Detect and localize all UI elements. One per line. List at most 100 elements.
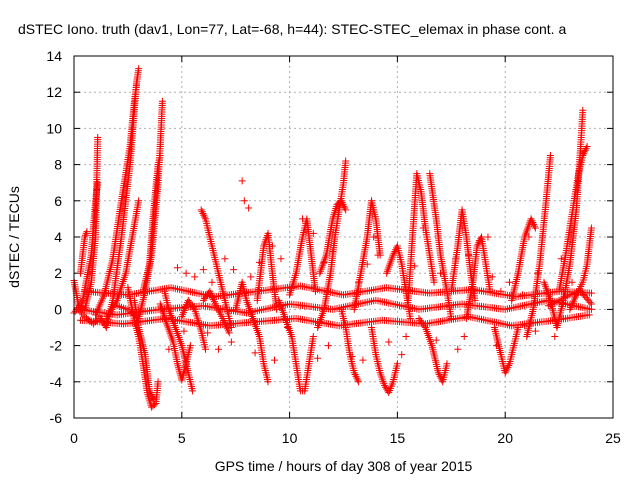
- data-point: [202, 345, 210, 353]
- data-point: [493, 342, 501, 350]
- data-point: [518, 291, 526, 299]
- data-point: [135, 197, 143, 205]
- y-axis-label: dSTEC / TECUs: [6, 186, 22, 288]
- data-point: [200, 211, 208, 219]
- data-point: [81, 231, 89, 239]
- data-point: [189, 304, 197, 312]
- data-point: [338, 199, 346, 207]
- data-point: [503, 365, 511, 373]
- data-point: [529, 219, 537, 227]
- data-point: [158, 97, 166, 105]
- data-point: [419, 224, 427, 232]
- data-point: [581, 148, 589, 156]
- data-point: [199, 209, 207, 217]
- data-point: [587, 289, 595, 297]
- data-point: [208, 278, 216, 286]
- data-point: [430, 278, 438, 286]
- data-point: [94, 133, 102, 141]
- data-point: [583, 143, 591, 150]
- data-point: [201, 213, 209, 221]
- data-point: [340, 202, 348, 210]
- data-point: [454, 345, 462, 353]
- data-point: [416, 316, 424, 324]
- data-point: [341, 204, 349, 212]
- data-point: [502, 367, 510, 375]
- x-tick-label: 0: [70, 430, 78, 446]
- x-tick-label: 20: [497, 430, 513, 446]
- data-point: [77, 298, 85, 306]
- data-point: [156, 152, 164, 160]
- data-point: [337, 197, 345, 205]
- data-point: [363, 260, 371, 268]
- data-point: [283, 324, 291, 331]
- y-tick-label: -4: [50, 374, 63, 390]
- x-tick-label: 15: [390, 430, 406, 446]
- data-point: [264, 378, 272, 386]
- data-point: [488, 273, 496, 281]
- data-point: [436, 372, 444, 380]
- data-point: [355, 378, 363, 386]
- y-tick-label: 14: [46, 48, 62, 64]
- y-tick-label: -6: [50, 410, 63, 426]
- data-point: [382, 383, 390, 391]
- y-tick-label: 2: [54, 265, 62, 281]
- y-tick-label: 10: [46, 120, 62, 136]
- data-point: [393, 360, 401, 368]
- data-point: [148, 392, 156, 400]
- data-point: [585, 311, 593, 319]
- data-point: [534, 269, 542, 277]
- y-tick-label: 0: [54, 301, 62, 317]
- chart-title: dSTEC Iono. truth (dav1, Lon=77, Lat=-68…: [18, 21, 567, 37]
- data-point: [351, 371, 359, 379]
- x-axis-label: GPS time / hours of day 308 of year 2015: [215, 458, 473, 474]
- data-point: [380, 381, 388, 389]
- data-point: [191, 273, 199, 281]
- data-point: [501, 369, 509, 377]
- data-point: [198, 208, 206, 216]
- data-point: [359, 356, 367, 364]
- data-point: [82, 229, 90, 237]
- data-point: [227, 338, 235, 346]
- data-point: [546, 152, 554, 160]
- data-point: [225, 329, 233, 337]
- data-point: [240, 197, 248, 205]
- data-point: [135, 65, 143, 73]
- data-point: [247, 273, 255, 281]
- data-point: [586, 298, 594, 306]
- data-point: [437, 269, 445, 277]
- data-point: [352, 372, 360, 380]
- data-point: [165, 345, 173, 353]
- x-tick-label: 25: [605, 430, 621, 446]
- data-point: [112, 298, 120, 306]
- data-point: [432, 336, 440, 344]
- data-point: [309, 333, 317, 341]
- data-point: [145, 387, 153, 395]
- data-point: [245, 204, 253, 212]
- y-tick-label: 8: [54, 157, 62, 173]
- data-point: [355, 278, 363, 286]
- data-point: [154, 378, 162, 386]
- y-tick-label: -2: [50, 338, 63, 354]
- data-point: [189, 387, 197, 395]
- data-point: [94, 179, 102, 187]
- data-point: [314, 354, 322, 362]
- data-point: [530, 220, 538, 228]
- y-tick-label: 6: [54, 193, 62, 209]
- data-point: [374, 251, 382, 259]
- data-point: [528, 217, 536, 225]
- data-point: [521, 322, 529, 330]
- data-point: [230, 266, 238, 274]
- data-point: [277, 255, 285, 263]
- data-series: [70, 65, 595, 411]
- data-point: [385, 338, 393, 346]
- data-point: [527, 215, 535, 223]
- data-point: [389, 251, 397, 259]
- data-point: [370, 233, 378, 241]
- data-point: [348, 352, 356, 360]
- data-point: [443, 360, 451, 368]
- data-point: [150, 396, 158, 404]
- data-point: [383, 385, 391, 393]
- data-point: [184, 296, 192, 304]
- data-point: [173, 264, 181, 272]
- data-point: [204, 329, 212, 337]
